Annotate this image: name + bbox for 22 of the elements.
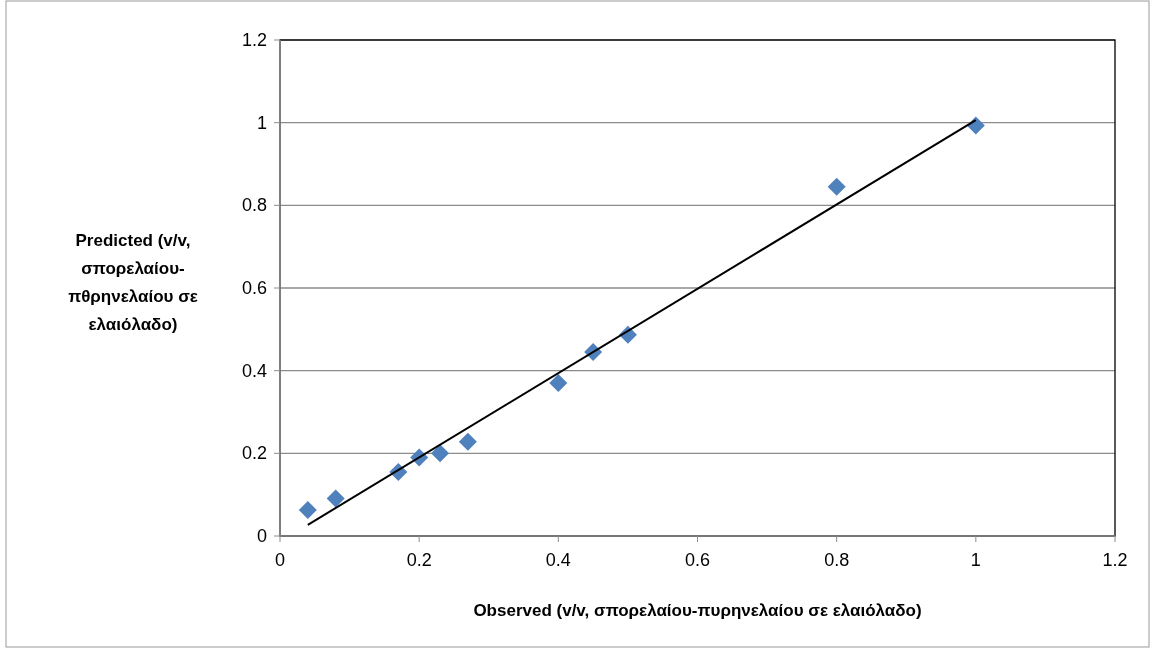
x-tick-label: 1.2 bbox=[1102, 550, 1128, 570]
x-tick-label: 0.4 bbox=[545, 550, 571, 570]
x-tick-label: 0 bbox=[274, 550, 286, 570]
y-tick-label: 1 bbox=[256, 112, 267, 133]
point bbox=[298, 500, 317, 519]
point bbox=[326, 489, 345, 508]
y-tick-label: 0.4 bbox=[241, 360, 267, 381]
x-tick-label: 0.8 bbox=[824, 550, 850, 570]
x-tick-label: 0.6 bbox=[684, 550, 711, 570]
y-tick-label: 0.8 bbox=[241, 195, 267, 216]
point bbox=[431, 444, 450, 463]
y-tick-label: 0 bbox=[256, 526, 267, 546]
point bbox=[458, 432, 477, 451]
point bbox=[549, 374, 568, 393]
point bbox=[827, 177, 846, 196]
y-axis-title: Predicted (v/v, σπορελαίου-πθρηνελαίου σε ελαιόλαδο) bbox=[68, 231, 198, 334]
y-tick-label: 1.2 bbox=[241, 30, 267, 50]
y-tick-label: 0.6 bbox=[241, 278, 267, 298]
x-tick-label: 1 bbox=[970, 550, 981, 570]
y-tick-label: 0.2 bbox=[241, 443, 267, 464]
x-tick-label: 0.2 bbox=[406, 550, 432, 570]
x-axis-title: Observed (v/v, σπορελαίου-πυρηνελαίου σε ελαιόλαδο) bbox=[473, 601, 922, 620]
